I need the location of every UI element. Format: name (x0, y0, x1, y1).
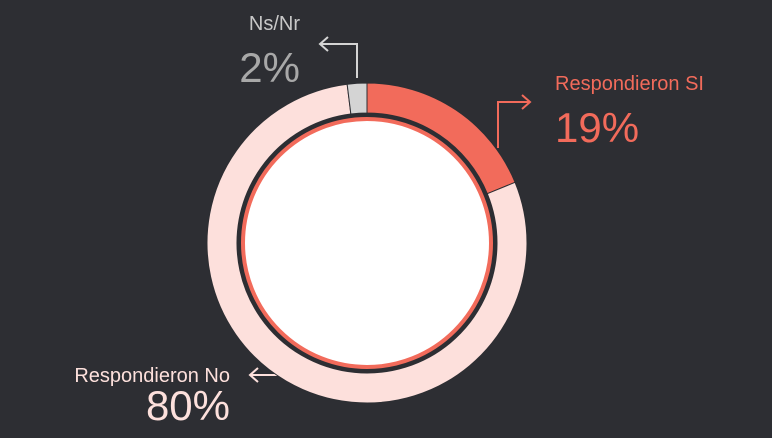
slice-label: Respondieron No (74, 365, 230, 387)
arrow-head (521, 94, 532, 110)
arrow-head (248, 367, 259, 383)
leader-arrow (497, 101, 530, 148)
value-label: 19% (555, 104, 639, 151)
value-label: 80% (146, 382, 230, 429)
arrow-head (318, 36, 329, 52)
donut-slice (346, 82, 368, 115)
slice-label: Ns/Nr (249, 13, 300, 35)
donut-slice (206, 83, 528, 404)
value-label: 2% (239, 44, 300, 91)
leader-arrow (320, 43, 358, 78)
inner-ring (241, 117, 493, 369)
slice-label: Respondieron SI (555, 73, 704, 95)
